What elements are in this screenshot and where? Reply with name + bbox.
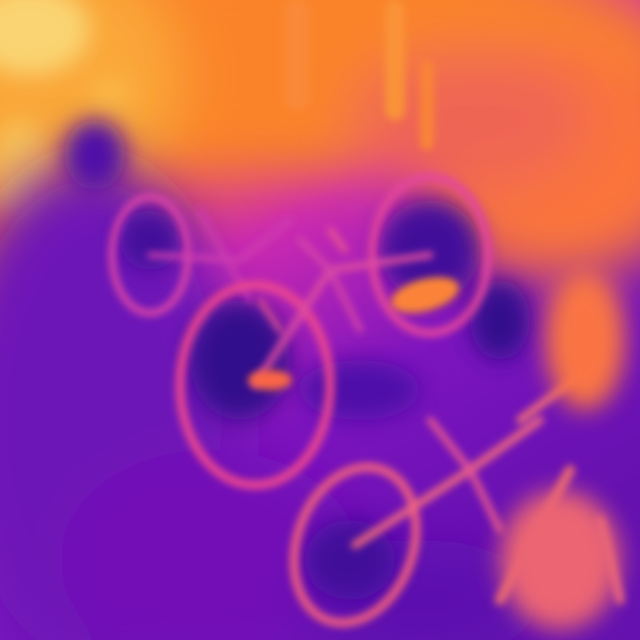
warm-wall-region	[0, 0, 640, 280]
warm-drips	[285, 0, 434, 150]
warm-seat	[248, 277, 460, 390]
bicycle-center	[175, 173, 492, 490]
warm-right-region	[500, 270, 625, 630]
cold-floor-region	[0, 160, 540, 640]
